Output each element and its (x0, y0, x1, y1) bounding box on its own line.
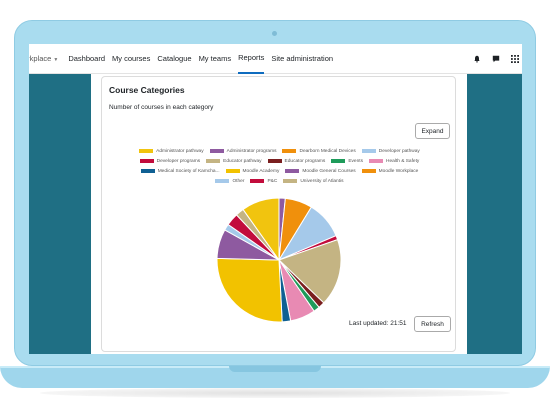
laptop-notch (229, 366, 321, 372)
legend-swatch (369, 159, 383, 163)
legend-label: Moodle Workplace (378, 168, 419, 174)
legend-swatch (139, 159, 154, 163)
nav-icons (465, 44, 522, 74)
legend-swatch (267, 159, 282, 163)
right-side-panel (467, 74, 522, 354)
legend-item[interactable]: Educator pathway (206, 158, 262, 164)
top-navbar: orkplace▼ Dashboard My courses Catalogue… (29, 44, 522, 74)
card-title: Course Categories (109, 85, 185, 95)
legend-swatch (225, 169, 240, 173)
refresh-button[interactable]: Refresh (414, 316, 451, 332)
legend-label: P&C (267, 178, 278, 184)
screen: orkplace▼ Dashboard My courses Catalogue… (29, 44, 522, 354)
brand-menu[interactable]: orkplace▼ (29, 54, 58, 63)
pie-slice[interactable] (278, 238, 342, 304)
legend-item[interactable]: Administrator programs (209, 148, 277, 154)
nav-reports[interactable]: Reports (238, 44, 265, 74)
legend-item[interactable]: Moodle Workplace (361, 168, 419, 174)
legend-label: Developer programs (156, 158, 201, 164)
legend-swatch (331, 159, 346, 163)
legend-label: Educator pathway (223, 158, 262, 164)
legend-row: Developer programs Educator pathway Educat… (102, 156, 457, 166)
legend-item[interactable]: University of Atlantis (283, 178, 344, 184)
legend-swatch (140, 169, 155, 173)
pie-slice[interactable] (216, 257, 283, 323)
nav-dashboard[interactable]: Dashboard (68, 54, 106, 63)
legend-label: Other (232, 178, 245, 184)
legend-item[interactable]: Administrator pathway (139, 148, 204, 154)
nav-my-teams[interactable]: My teams (198, 54, 232, 63)
brand-label: orkplace (29, 54, 52, 63)
camera-dot (272, 31, 277, 36)
legend-label: Medical Society of Kamcha... (157, 168, 220, 174)
legend-swatch (361, 169, 376, 173)
legend-item[interactable]: Educator programs (267, 158, 326, 164)
legend-swatch (285, 169, 300, 173)
pie-slice[interactable] (242, 197, 280, 262)
legend-row: Other P&C University of Atlantis (102, 176, 457, 186)
legend-label: Administrator pathway (156, 148, 204, 154)
legend-item[interactable]: Developer programs (139, 158, 201, 164)
legend-label: Events (348, 158, 363, 164)
legend-item[interactable]: Health & Safety (369, 159, 419, 164)
nav-site-administration[interactable]: Site administration (271, 54, 334, 63)
grid-icon[interactable] (508, 52, 522, 66)
legend-label: Administrator programs (226, 148, 277, 154)
legend-label: Developer pathway (378, 148, 420, 154)
legend-label: Educator programs (284, 158, 326, 164)
pie-chart (216, 197, 342, 323)
chart-legend: Administrator pathway Administrator progr… (102, 146, 457, 186)
legend-label: University of Atlantis (300, 178, 344, 184)
legend-item[interactable]: Moodle General Courses (285, 168, 356, 174)
legend-swatch (215, 179, 230, 183)
legend-label: Moodle Academy (242, 168, 280, 174)
nav-catalogue[interactable]: Catalogue (157, 54, 192, 63)
legend-swatch (209, 149, 224, 153)
legend-swatch (361, 149, 376, 153)
legend-row: Medical Society of Kamcha... Moodle Acade… (102, 166, 457, 176)
legend-label: Moodle General Courses (302, 168, 356, 174)
chat-bubble-icon[interactable] (489, 52, 503, 66)
legend-item[interactable]: Developer pathway (361, 148, 420, 154)
legend-swatch (139, 149, 154, 153)
legend-item[interactable]: Moodle Academy (225, 168, 280, 174)
legend-swatch (250, 179, 265, 183)
last-updated-text: Last updated: 21:51 (349, 320, 407, 327)
expand-button[interactable]: Expand (415, 123, 450, 139)
legend-swatch (206, 159, 221, 163)
legend-item[interactable]: P&C (250, 179, 277, 184)
legend-item[interactable]: Dearborn Medical Devices (282, 148, 356, 154)
card-subtitle: Number of courses in each category (109, 104, 214, 111)
bell-icon[interactable] (470, 52, 484, 66)
nav-my-courses[interactable]: My courses (112, 54, 151, 63)
legend-row: Administrator pathway Administrator progr… (102, 146, 457, 156)
legend-item[interactable]: Events (331, 159, 363, 164)
legend-item[interactable]: Medical Society of Kamcha... (140, 168, 220, 174)
course-categories-card: Course Categories Number of courses in e… (101, 76, 456, 352)
legend-swatch (283, 179, 298, 183)
left-side-panel (29, 74, 91, 354)
legend-item[interactable]: Other (215, 179, 244, 184)
legend-label: Dearborn Medical Devices (299, 148, 356, 154)
chevron-down-icon: ▼ (53, 57, 59, 63)
legend-label: Health & Safety (386, 158, 420, 164)
laptop-shadow (40, 388, 510, 398)
legend-swatch (282, 149, 297, 153)
